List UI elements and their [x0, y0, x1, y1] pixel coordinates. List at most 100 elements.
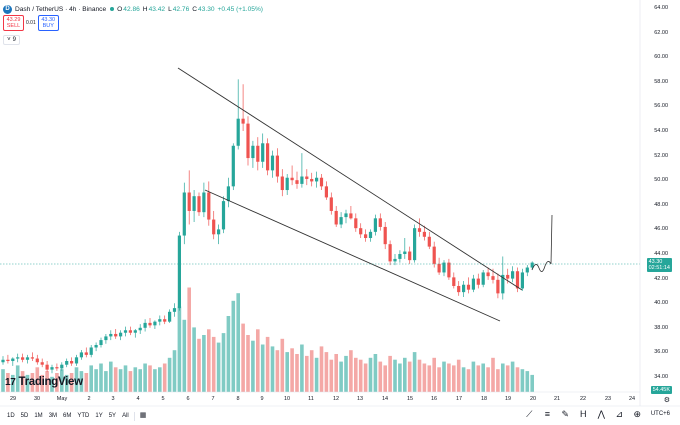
candle-body [511, 271, 515, 279]
candle-body [501, 274, 505, 294]
time-tick: 23 [604, 396, 612, 402]
candle-body [94, 345, 98, 348]
candle-body [30, 357, 34, 359]
candle-body [417, 228, 422, 232]
calendar-icon[interactable]: ▦ [139, 412, 147, 419]
timeframe-5y[interactable]: 5Y [108, 413, 117, 419]
candle-body [349, 213, 353, 219]
sell-button[interactable]: 43.29 SELL [3, 15, 24, 31]
candle-body [471, 278, 475, 290]
candle-body [290, 177, 294, 181]
candle-body [70, 361, 74, 364]
volume-bar [442, 361, 446, 392]
time-tick: 22 [579, 396, 587, 402]
volume-bar [118, 369, 123, 392]
volume-bar [202, 335, 206, 392]
price-tick: 50.00 [654, 177, 668, 184]
brush-icon[interactable]: ✎ [561, 409, 570, 419]
candle-body [329, 197, 333, 211]
timeframe-1y[interactable]: 1Y [95, 413, 103, 419]
candle-body [261, 143, 265, 162]
volume-bar [113, 367, 118, 392]
volume-bar [246, 335, 250, 392]
candle-body [104, 336, 108, 341]
candle-body [163, 319, 167, 322]
candle-body [427, 236, 431, 247]
timeframe-1m[interactable]: 1M [34, 413, 43, 419]
timeframe-3m[interactable]: 3M [48, 413, 58, 419]
candle-body [99, 340, 103, 346]
candle-body [481, 272, 485, 285]
candle-body [344, 213, 348, 218]
volume-bar [329, 359, 334, 392]
price-tick: 52.00 [654, 152, 668, 159]
candle-body [319, 177, 324, 187]
candle-body [177, 235, 181, 309]
measure-icon[interactable]: ⊿ [615, 409, 624, 419]
volume-bar [231, 300, 236, 392]
volume-bar [128, 371, 133, 392]
candle-body [128, 330, 132, 333]
volume-bar [123, 365, 128, 392]
candle-body [437, 263, 441, 273]
time-tick: 10 [283, 396, 291, 402]
trend-line-icon[interactable]: ⟋ [526, 409, 533, 419]
volume-bar [172, 350, 177, 392]
candle-body [373, 218, 377, 232]
candle-body [226, 186, 230, 202]
candle-body [11, 358, 15, 362]
timeframe-ytd[interactable]: YTD [77, 413, 90, 419]
pattern-icon[interactable]: ⋀ [597, 409, 606, 419]
timezone-selector[interactable]: UTC+6 [650, 411, 670, 417]
symbol-title[interactable]: Dash / TetherUS · 4h · Binance [15, 5, 107, 13]
candle-body [388, 244, 392, 262]
time-tick: 19 [504, 396, 512, 402]
volume-bar [221, 333, 226, 392]
candle-body [359, 228, 363, 235]
time-tick: 7 [211, 396, 215, 402]
timeframe-1d[interactable]: 1D [7, 413, 15, 419]
volume-bar [417, 359, 422, 392]
volume-bar [496, 369, 500, 392]
indicators-toggle[interactable]: ˅ 9 [3, 35, 20, 45]
volume-bar [319, 346, 324, 392]
gear-icon[interactable]: ⚙ [663, 397, 670, 404]
volume-bar [368, 357, 373, 392]
candle-body [60, 364, 64, 369]
volume-bar [79, 371, 84, 392]
candle-body [486, 272, 490, 277]
timeframe-5d[interactable]: 5D [20, 413, 29, 419]
candle-body [378, 218, 382, 227]
fib-icon[interactable]: ≡ [544, 409, 550, 419]
zoom-icon[interactable]: ⊕ [633, 409, 642, 419]
text-icon[interactable]: Ꮋ [580, 409, 587, 419]
candle-body [280, 176, 284, 191]
price-tick: 44.00 [654, 251, 668, 257]
time-tick: 9 [260, 396, 264, 402]
candle-body [231, 145, 235, 187]
volume-bar [256, 329, 260, 392]
volume-bar [466, 369, 471, 392]
volume-bar [187, 287, 191, 392]
timeframe-6m[interactable]: 6M [63, 413, 72, 419]
buy-button[interactable]: 43.30 BUY [37, 15, 59, 31]
volume-bars [1, 287, 534, 392]
candle-body [251, 145, 255, 159]
volume-bar [104, 371, 108, 392]
volume-badge: 54.45K [650, 386, 672, 394]
lower-trendline [204, 189, 501, 322]
candle-body [432, 246, 436, 264]
volume-bar [476, 365, 481, 392]
volume-bar [158, 367, 162, 392]
volume-bar [94, 369, 98, 392]
timeframe-all[interactable]: All [122, 413, 129, 419]
candle-body [40, 362, 44, 365]
volume-bar [60, 369, 64, 392]
candle-body [187, 192, 191, 211]
candle-body [422, 231, 426, 237]
volume-bar [211, 336, 216, 392]
candle-body [202, 192, 206, 213]
candle-body [65, 361, 69, 365]
trendlines[interactable] [177, 67, 523, 322]
